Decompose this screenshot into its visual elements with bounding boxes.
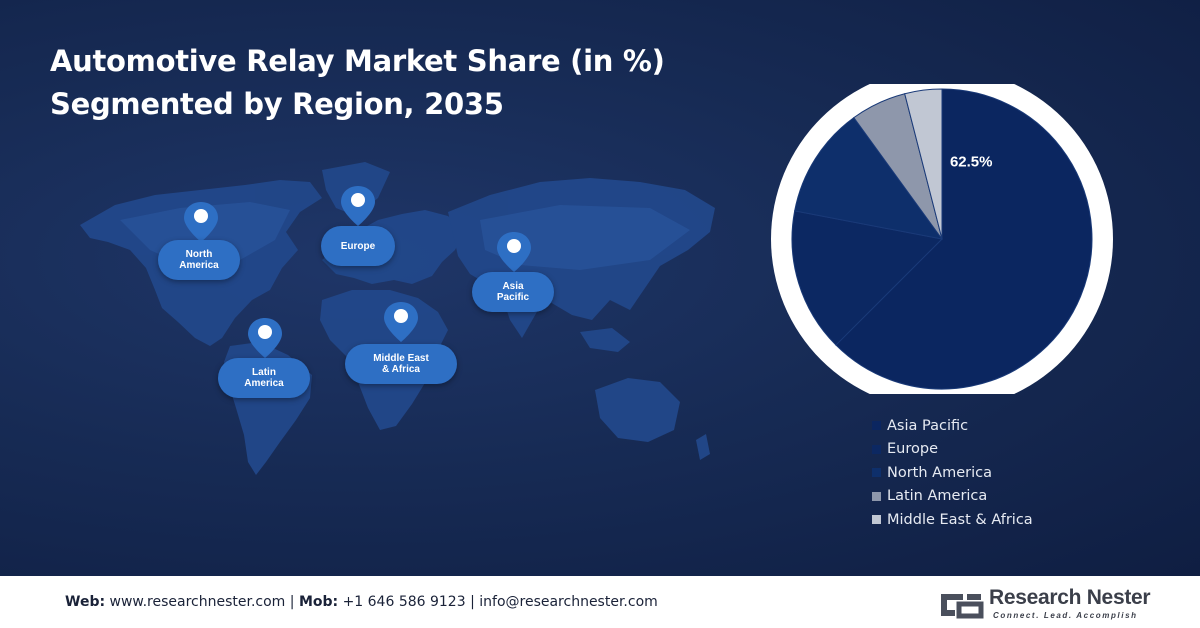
legend-swatch xyxy=(872,421,881,431)
email-link[interactable]: info@researchnester.com xyxy=(479,594,658,610)
brand-name: Research Nester xyxy=(989,586,1151,609)
middle-east-africa-label: Middle East & Africa xyxy=(345,344,457,384)
map-highlight-asia xyxy=(480,205,690,270)
chart-legend: Asia Pacific Europe North America Latin Ame… xyxy=(872,414,1172,532)
north-america-pin-icon xyxy=(184,202,218,242)
phone-number[interactable]: +1 646 586 9123 xyxy=(342,594,466,610)
pie-slice-asia-pacific xyxy=(835,88,1093,390)
legend-swatch xyxy=(872,444,881,454)
legend-swatch xyxy=(872,468,881,478)
pie-slice-middle-east-africa xyxy=(904,88,943,240)
title-line-1: Automotive Relay Market Share (in %) xyxy=(50,44,665,78)
brand-tagline: Connect. Lead. Accomplish xyxy=(993,611,1138,620)
europe-label: Europe xyxy=(321,226,395,266)
middle-east-africa-pin-icon xyxy=(384,302,418,342)
mob-label: Mob: xyxy=(298,594,339,610)
footer: Web: www.researchnester.com | Mob: +1 64… xyxy=(0,576,1200,628)
title-line-2: Segmented by Region, 2035 xyxy=(50,87,504,121)
europe-pin-icon xyxy=(341,186,375,226)
legend-item: Asia Pacific xyxy=(872,414,1172,438)
latin-america-pin-icon xyxy=(248,318,282,358)
legend-label: Europe xyxy=(887,441,938,458)
pie-slices xyxy=(791,88,1093,390)
north-america-label: North America xyxy=(158,240,240,280)
chart-title: Automotive Relay Market Share (in %) Seg… xyxy=(50,40,750,126)
legend-label: Asia Pacific xyxy=(887,417,969,434)
pie-slice-europe xyxy=(791,210,944,346)
asia-pacific-pin-icon xyxy=(497,232,531,272)
pie-chart: 62.5% xyxy=(771,84,1113,394)
main-panel: Automotive Relay Market Share (in %) Seg… xyxy=(0,0,1200,576)
web-label: Web: xyxy=(65,594,106,610)
legend-item: Europe xyxy=(872,438,1172,462)
legend-label: Middle East & Africa xyxy=(887,511,1033,528)
legend-item: Middle East & Africa xyxy=(872,508,1172,532)
web-link[interactable]: www.researchnester.com xyxy=(109,594,286,610)
legend-label: North America xyxy=(887,464,992,481)
latin-america-label: Latin America xyxy=(218,358,310,398)
contact-info: Web: www.researchnester.com | Mob: +1 64… xyxy=(65,594,658,610)
australia-landmass xyxy=(595,378,680,442)
pie-slice-north-america xyxy=(794,116,944,240)
brand-logo: Research Nester Connect. Lead. Accomplis… xyxy=(937,586,1167,622)
legend-item: North America xyxy=(872,461,1172,485)
legend-swatch xyxy=(872,491,881,501)
legend-swatch xyxy=(872,515,881,525)
legend-label: Latin America xyxy=(887,488,988,505)
legend-item: Latin America xyxy=(872,485,1172,509)
pie-data-labels: 62.5% xyxy=(950,154,993,171)
research-nester-logo-icon xyxy=(941,594,984,619)
asia-pacific-label: Asia Pacific xyxy=(472,272,554,312)
separator-2: | xyxy=(470,594,475,610)
southeast-asia-landmass xyxy=(580,328,630,352)
separator-1: | xyxy=(289,594,295,610)
new-zealand-landmass xyxy=(696,434,710,460)
pie-data-label: 62.5% xyxy=(950,154,993,171)
